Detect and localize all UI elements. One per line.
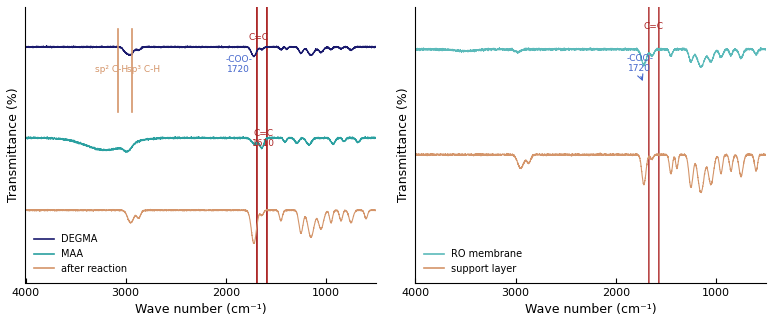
support layer bbox=[619, 153, 628, 157]
RO membrane bbox=[761, 47, 771, 51]
support layer bbox=[537, 152, 547, 156]
support layer bbox=[761, 152, 771, 156]
Text: sp³ C-H: sp³ C-H bbox=[127, 66, 160, 74]
MAA bbox=[361, 134, 370, 138]
Line: MAA: MAA bbox=[26, 136, 376, 152]
DEGMA bbox=[345, 47, 354, 51]
MAA bbox=[148, 137, 157, 141]
after reaction bbox=[148, 208, 157, 212]
MAA bbox=[243, 137, 253, 141]
support layer bbox=[634, 153, 643, 157]
MAA bbox=[345, 135, 354, 139]
X-axis label: Wave number (cm⁻¹): Wave number (cm⁻¹) bbox=[135, 303, 267, 316]
DEGMA bbox=[250, 55, 259, 59]
Text: C=C: C=C bbox=[644, 22, 664, 31]
support layer bbox=[734, 166, 744, 170]
X-axis label: Wave number (cm⁻¹): Wave number (cm⁻¹) bbox=[525, 303, 656, 316]
Line: after reaction: after reaction bbox=[26, 209, 376, 244]
after reaction bbox=[229, 209, 238, 213]
after reaction bbox=[146, 207, 155, 211]
MAA bbox=[186, 136, 196, 140]
support layer bbox=[696, 191, 706, 194]
MAA bbox=[229, 136, 238, 140]
DEGMA bbox=[243, 46, 253, 50]
Text: C=C
1610: C=C 1610 bbox=[253, 129, 275, 148]
RO membrane bbox=[410, 47, 420, 50]
after reaction bbox=[243, 212, 253, 215]
Text: C=C: C=C bbox=[249, 33, 269, 42]
after reaction bbox=[249, 242, 258, 245]
after reaction bbox=[94, 208, 104, 212]
after reaction bbox=[345, 216, 354, 220]
Legend: DEGMA, MAA, after reaction: DEGMA, MAA, after reaction bbox=[30, 230, 131, 278]
DEGMA bbox=[42, 44, 51, 47]
RO membrane bbox=[577, 47, 586, 51]
after reaction bbox=[372, 208, 381, 212]
RO membrane bbox=[484, 47, 493, 51]
Line: DEGMA: DEGMA bbox=[26, 46, 376, 57]
DEGMA bbox=[372, 45, 381, 49]
Line: RO membrane: RO membrane bbox=[415, 47, 766, 68]
RO membrane bbox=[634, 48, 643, 52]
DEGMA bbox=[21, 45, 30, 49]
DEGMA bbox=[148, 45, 157, 49]
Line: support layer: support layer bbox=[415, 153, 766, 193]
DEGMA bbox=[186, 45, 196, 49]
after reaction bbox=[186, 208, 196, 212]
support layer bbox=[410, 153, 420, 157]
Y-axis label: Transmittance (%): Transmittance (%) bbox=[7, 88, 20, 202]
support layer bbox=[484, 154, 493, 158]
RO membrane bbox=[696, 66, 706, 69]
Text: -COO-
1720: -COO- 1720 bbox=[626, 54, 653, 73]
DEGMA bbox=[94, 45, 104, 49]
RO membrane bbox=[619, 47, 628, 51]
MAA bbox=[94, 148, 104, 152]
Y-axis label: Transmittance (%): Transmittance (%) bbox=[397, 88, 410, 202]
Text: sp² C-H: sp² C-H bbox=[95, 66, 128, 74]
after reaction bbox=[21, 208, 30, 212]
support layer bbox=[576, 153, 585, 157]
RO membrane bbox=[538, 47, 547, 51]
MAA bbox=[372, 136, 381, 140]
MAA bbox=[121, 150, 130, 154]
Text: -COO-
1720: -COO- 1720 bbox=[226, 55, 252, 74]
RO membrane bbox=[495, 46, 504, 49]
MAA bbox=[21, 135, 30, 139]
DEGMA bbox=[229, 45, 238, 48]
RO membrane bbox=[734, 53, 744, 57]
support layer bbox=[595, 151, 604, 155]
Legend: RO membrane, support layer: RO membrane, support layer bbox=[421, 245, 526, 278]
